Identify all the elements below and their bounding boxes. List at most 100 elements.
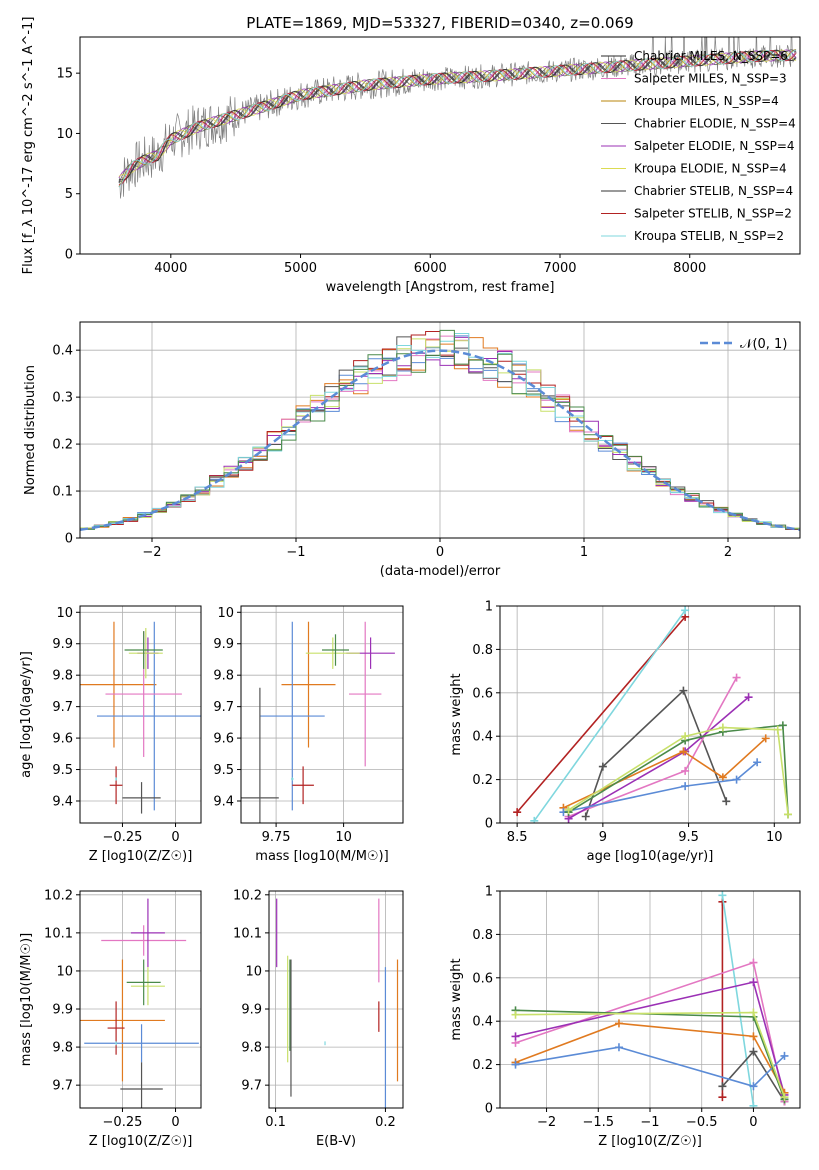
x-tick-label: 10	[335, 830, 352, 845]
y-tick-label: 9.9	[241, 1003, 262, 1018]
y-tick-label: 9.6	[52, 732, 73, 747]
axes-frame	[268, 890, 404, 1109]
y-tick-label: 0.2	[52, 438, 73, 453]
weight-point-marker	[718, 773, 727, 782]
y-axis-label: age [log10(age/yr)]	[19, 651, 34, 778]
x-axis-label: Z [log10(Z/Z☉)]	[598, 1134, 702, 1149]
errorbar-point	[109, 766, 123, 805]
y-tick-label: 10	[217, 606, 234, 621]
y-tick-label: 0.3	[52, 391, 73, 406]
legend-label: 𝒩(0, 1)	[740, 337, 787, 352]
plot-area	[241, 621, 395, 823]
x-tick-label: −1	[640, 1115, 659, 1130]
y-tick-label: 1	[485, 600, 493, 615]
errorbar-point	[107, 1001, 125, 1055]
x-tick-label: 8.5	[507, 830, 528, 845]
weight-point-marker	[749, 1047, 758, 1056]
y-tick-label: 10.1	[44, 926, 73, 941]
x-tick-label: −2	[142, 545, 161, 560]
x-tick-label: 0	[749, 1115, 757, 1130]
legend-label: Kroupa STELIB, N_SSP=2	[634, 229, 784, 243]
x-tick-label: −1	[286, 545, 305, 560]
y-tick-label: 10	[56, 964, 73, 979]
plot-area	[276, 898, 399, 1108]
x-tick-label: −1.5	[582, 1115, 614, 1130]
errorbar-point	[101, 925, 187, 956]
errorbar-point	[292, 766, 314, 805]
weight-point-marker	[761, 734, 770, 743]
errorbar-point	[290, 777, 294, 781]
y-tick-label: 9.8	[241, 1041, 262, 1056]
y-tick-label: 0	[485, 817, 493, 832]
legend-label: Chabrier ELODIE, N_SSP=4	[634, 117, 796, 131]
weight-point-marker	[681, 782, 690, 791]
weight-point-marker	[749, 1008, 758, 1017]
errorbar-point	[124, 631, 163, 669]
panel-residuals: −2 −1 0 1 2 0 0.1 0.2 0.3 0.4 (data-model)/error No…	[23, 321, 801, 579]
weight-series-line	[533, 609, 686, 822]
x-axis-label: E(B-V)	[316, 1134, 356, 1149]
plot-area	[513, 606, 792, 823]
y-tick-label: 9.7	[52, 700, 73, 715]
errorbar-point	[241, 687, 279, 823]
axes-frame	[79, 605, 202, 824]
y-tick-label: 9.5	[52, 763, 73, 778]
x-axis-label: Z [log10(Z/Z☉)]	[89, 849, 193, 864]
weight-point-marker	[780, 1051, 789, 1060]
legend-label: Salpeter MILES, N_SSP=3	[634, 72, 787, 86]
y-tick-label: 10	[56, 127, 73, 142]
errorbar-point	[120, 1062, 163, 1108]
y-tick-label: 5	[65, 187, 73, 202]
weight-point-marker	[614, 1019, 623, 1028]
panel-mass-vs-Z: −0.25 0 9.7 9.8 9.9 10 10.1 10.2 Z [log10(Z/Z☉)]…	[19, 888, 202, 1149]
legend-label: Salpeter STELIB, N_SSP=2	[634, 207, 792, 221]
y-tick-label: 10.2	[44, 888, 73, 903]
errorbar-point	[80, 959, 165, 1082]
y-tick-label: 0.2	[472, 1058, 493, 1073]
weight-point-marker	[732, 673, 741, 682]
y-tick-label: 1	[485, 885, 493, 900]
weight-point-marker	[749, 1032, 758, 1041]
y-tick-label: 9.4	[213, 794, 234, 809]
legend-label: Kroupa MILES, N_SSP=4	[634, 94, 779, 108]
y-tick-label: 0.1	[52, 485, 73, 500]
plot-area	[80, 329, 800, 532]
weight-point-marker	[722, 797, 731, 806]
weight-point-marker	[530, 816, 539, 823]
axes-frame	[79, 890, 202, 1109]
weight-series-line	[563, 761, 758, 813]
weight-series-line	[515, 1046, 786, 1088]
weight-point-marker	[681, 732, 690, 741]
y-tick-label: 9.7	[52, 1079, 73, 1094]
weight-point-marker	[679, 686, 688, 695]
weight-series-line	[721, 895, 755, 1106]
x-tick-label: −0.25	[103, 830, 143, 845]
errorbar-point	[126, 959, 161, 1006]
y-axis-label: mass weight	[449, 958, 464, 1040]
observed-spectrum-line	[118, 37, 797, 199]
x-tick-label: 0	[171, 1115, 179, 1130]
plot-area	[118, 37, 797, 199]
weight-point-marker	[718, 1093, 727, 1102]
panel-mass-vs-EBV: 0.1 0.2 9.7 9.8 9.9 10 10.1 10.2 E(B-V)	[233, 888, 404, 1149]
y-tick-label: 9.9	[213, 637, 234, 652]
errorbar-point	[130, 898, 165, 968]
model-spectrum-line	[118, 49, 797, 179]
x-tick-label: 0	[436, 545, 444, 560]
weight-point-marker	[581, 812, 590, 821]
y-tick-label: 10.2	[233, 888, 262, 903]
x-tick-label: 9.75	[262, 830, 291, 845]
y-tick-label: 0.6	[472, 971, 493, 986]
weight-point-marker	[511, 1010, 520, 1019]
weight-point-marker	[749, 978, 758, 987]
y-tick-label: 10.1	[233, 926, 262, 941]
y-tick-label: 9.9	[52, 1003, 73, 1018]
weight-point-marker	[681, 606, 690, 615]
axes-frame	[79, 36, 801, 255]
panel-spectrum: 4000 5000 6000 7000 8000 0 5 10 15 wavelength [An…	[21, 17, 801, 295]
model-spectrum-line	[118, 49, 797, 188]
y-axis-label: Normed distribution	[23, 365, 38, 495]
y-tick-label: 9.9	[52, 637, 73, 652]
y-tick-label: 9.7	[241, 1079, 262, 1094]
weight-point-marker	[718, 891, 727, 900]
